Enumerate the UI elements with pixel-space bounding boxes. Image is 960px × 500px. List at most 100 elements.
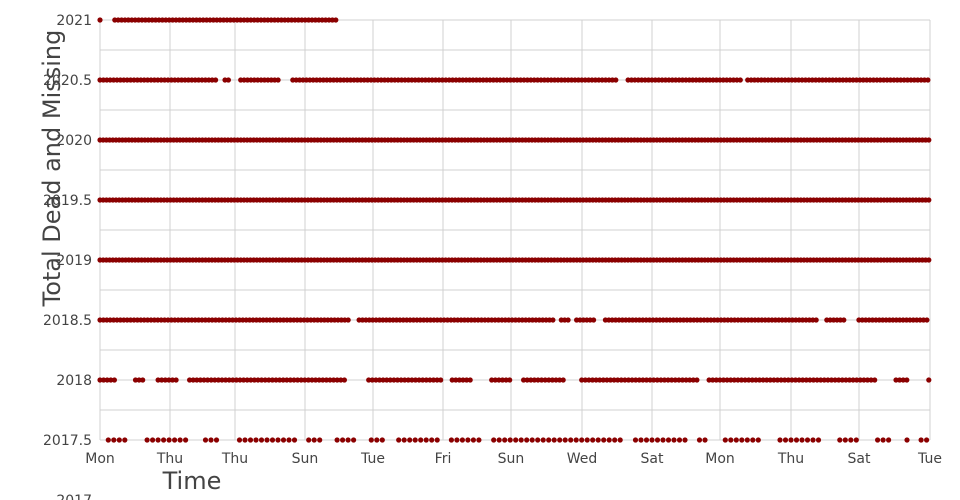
data-point <box>524 437 530 443</box>
data-point <box>499 377 506 383</box>
data-point <box>671 437 677 443</box>
data-point <box>632 437 639 443</box>
data-point <box>412 377 419 383</box>
data-point <box>586 377 592 383</box>
data-point <box>351 437 357 443</box>
y-tick-label: 2017.5 <box>43 433 92 449</box>
data-point <box>280 437 287 443</box>
data-point <box>926 377 932 383</box>
data-point <box>746 377 752 383</box>
data-point <box>568 437 574 443</box>
data-point <box>427 377 433 383</box>
data-point <box>643 377 650 383</box>
data-point <box>298 377 304 383</box>
data-point <box>459 437 465 443</box>
data-point <box>394 377 401 383</box>
data-point <box>880 437 886 443</box>
data-point <box>640 377 646 383</box>
data-point <box>412 437 418 443</box>
data-point <box>162 377 168 383</box>
data-point <box>694 377 700 383</box>
data-point <box>369 377 375 383</box>
data-point <box>155 437 161 443</box>
data-point <box>857 377 863 383</box>
data-point <box>280 377 286 383</box>
data-point <box>542 377 548 383</box>
data-point <box>169 377 176 383</box>
data-point <box>777 437 783 443</box>
x-tick-label: Sat <box>848 451 871 467</box>
data-point <box>247 437 254 443</box>
data-point <box>926 197 932 203</box>
data-point <box>465 437 471 443</box>
data-point <box>789 377 795 383</box>
data-point <box>101 377 107 383</box>
data-point <box>496 437 502 443</box>
data-point <box>177 437 183 443</box>
data-point <box>625 377 632 383</box>
data-point <box>368 437 374 443</box>
data-point <box>159 377 165 383</box>
data-point <box>398 377 404 383</box>
data-point <box>496 377 502 383</box>
data-point <box>258 437 265 443</box>
data-point <box>807 377 813 383</box>
data-point <box>215 377 221 383</box>
data-point <box>313 377 319 383</box>
data-point <box>430 377 437 383</box>
data-point <box>460 377 466 383</box>
y-tick-label: 2019.5 <box>43 193 92 209</box>
data-point <box>601 437 607 443</box>
data-point <box>560 377 566 383</box>
data-point <box>144 437 150 443</box>
data-point <box>679 377 686 383</box>
data-point <box>491 437 497 443</box>
data-point <box>273 377 279 383</box>
data-point <box>374 437 380 443</box>
data-point <box>785 377 791 383</box>
data-point <box>464 377 470 383</box>
data-point <box>722 437 728 443</box>
data-point <box>846 377 853 383</box>
data-point <box>502 437 508 443</box>
data-point <box>540 437 546 443</box>
data-point <box>111 437 117 443</box>
data-point <box>275 77 281 83</box>
data-point <box>924 437 930 443</box>
data-point <box>108 377 114 383</box>
data-point <box>739 437 745 443</box>
data-point <box>565 317 571 323</box>
data-point <box>854 377 860 383</box>
data-point <box>373 377 379 383</box>
data-point <box>832 377 838 383</box>
data-point <box>799 437 805 443</box>
data-point <box>264 437 270 443</box>
data-point <box>814 377 820 383</box>
data-points <box>97 17 932 443</box>
data-point <box>401 437 407 443</box>
y-tick-label: 2019 <box>56 253 92 269</box>
x-tick-label: Fri <box>435 451 452 467</box>
data-point <box>760 377 766 383</box>
data-point <box>448 437 454 443</box>
data-point <box>161 437 167 443</box>
data-point <box>379 437 385 443</box>
data-point <box>331 377 337 383</box>
data-point <box>853 437 859 443</box>
data-point <box>489 377 495 383</box>
data-point <box>183 437 189 443</box>
data-point <box>724 377 730 383</box>
data-point <box>893 377 899 383</box>
grid <box>99 19 931 441</box>
data-point <box>864 377 871 383</box>
data-point <box>201 377 207 383</box>
data-point <box>593 377 599 383</box>
data-point <box>225 77 231 83</box>
data-point <box>618 377 624 383</box>
data-point <box>275 437 281 443</box>
data-point <box>187 377 193 383</box>
data-point <box>306 437 312 443</box>
data-point <box>166 377 172 383</box>
y-tick-label: 2020 <box>56 133 92 149</box>
x-tick-label: Mon <box>85 451 115 467</box>
